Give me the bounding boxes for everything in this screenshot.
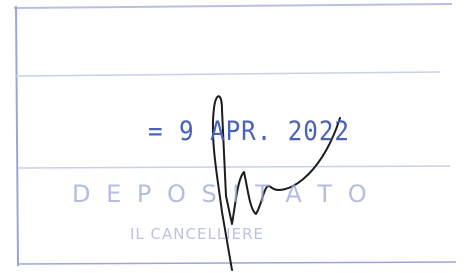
frame-divider [18,166,450,168]
frame-bottom [18,262,456,264]
stamp-status: D E P O S I T A T O [72,180,371,208]
stamp-officer: IL CANCELLIERE [130,225,264,243]
frame-divider [16,72,440,76]
page: = 9 APR. 2022 D E P O S I T A T O IL CAN… [0,0,468,273]
frame-top [14,4,452,8]
frame-left [16,6,18,266]
stamp-date: = 9 APR. 2022 [148,116,350,147]
